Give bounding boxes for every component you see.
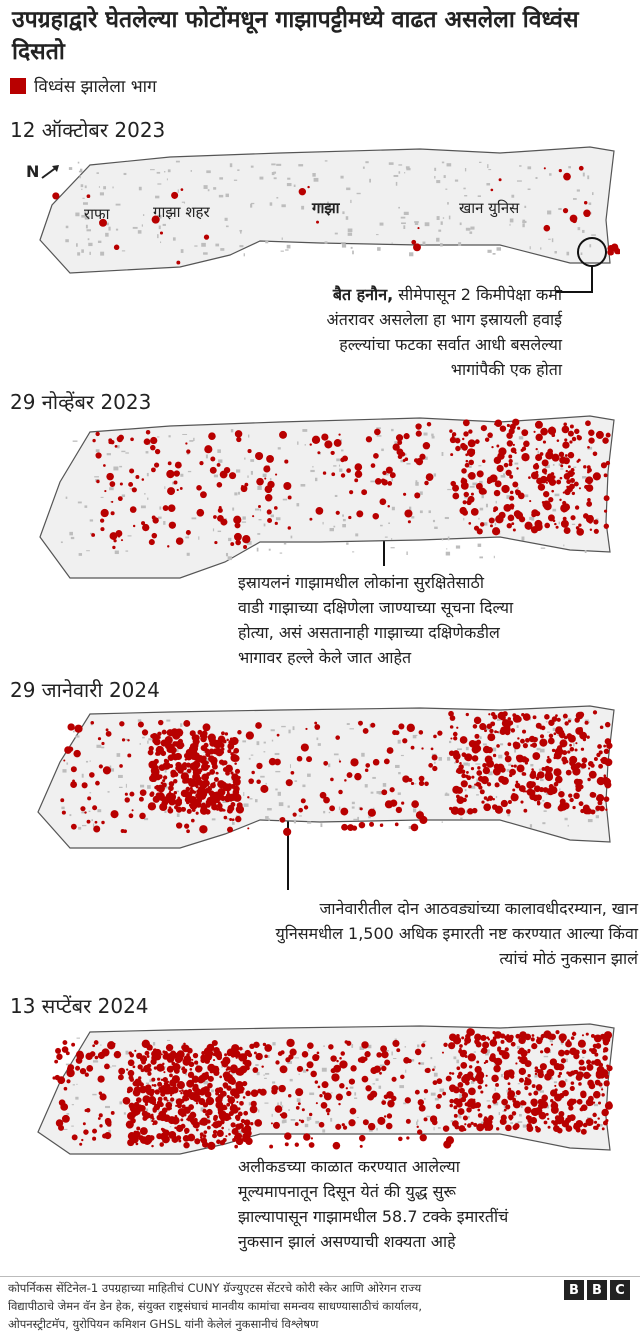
- legend: विध्वंस झालेला भाग: [10, 74, 157, 97]
- annotation-wadi-gaza: इस्रायलनं गाझामधील लोकांना सुरक्षितेसाठी…: [238, 573, 514, 667]
- annotation-bold: बैत हनौन,: [332, 285, 394, 304]
- page-title: उपग्रहाद्वारे घेतलेल्या फोटोंमधून गाझापट…: [12, 7, 579, 65]
- panel-3-date: 29 जानेवारी 2024: [10, 678, 160, 702]
- map-sep-2024: [37, 1023, 615, 1155]
- gaza-strip-outline: [37, 705, 615, 849]
- place-gaza-city: गाझा शहर: [153, 203, 210, 221]
- place-gaza: गाझा: [312, 199, 340, 217]
- source-note: कोपर्निकस सेंटिनेल-1 उपग्रहाच्या माहितीच…: [8, 1281, 422, 1331]
- damage-layer: [52, 160, 620, 265]
- panel-4-date: 13 सप्टेंबर 2024: [10, 994, 149, 1018]
- north-arrow: N: [26, 162, 61, 181]
- place-rafah: राफा: [84, 205, 110, 223]
- damage-layer: [60, 710, 613, 836]
- map-oct-2023: [39, 146, 620, 274]
- panel-1-date: 12 ऑक्टोबर 2023: [10, 118, 166, 142]
- damage-layer: [60, 418, 611, 561]
- arrow-icon: [41, 164, 60, 179]
- place-khan-younis: खान युनिस: [459, 199, 520, 217]
- annotation-khan-younis: जानेवारीतील दोन आठवड्यांच्या कालावधीदरम्…: [275, 899, 638, 968]
- annotation-assessment: अलीकडच्या काळात करण्यात आलेल्या मूल्यमाप…: [238, 1157, 509, 1251]
- map-jan-2024: [37, 705, 615, 849]
- footer-divider: [0, 1276, 640, 1277]
- damage-layer: [52, 1028, 613, 1150]
- gaza-strip-outline: [39, 146, 615, 274]
- annotation-beit-hanoun: बैत हनौन, सीमेपासून 2 किमीपेक्षा कमी अंत…: [326, 285, 562, 379]
- north-label: N: [26, 162, 40, 181]
- panel-2-date: 29 नोव्हेंबर 2023: [10, 390, 152, 414]
- legend-swatch: [10, 77, 26, 94]
- bbc-logo: B B C: [564, 1280, 630, 1300]
- legend-label: विध्वंस झालेला भाग: [34, 77, 157, 97]
- map-nov-2023: [39, 415, 615, 579]
